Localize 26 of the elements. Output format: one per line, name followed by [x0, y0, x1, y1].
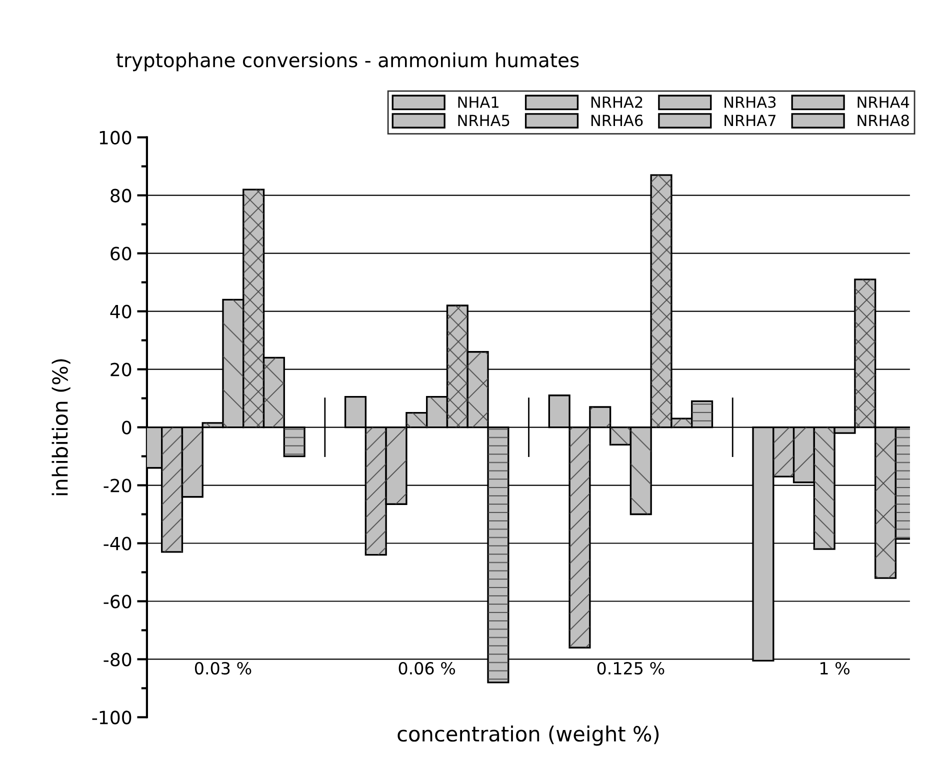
- y-tick-label: -20: [104, 478, 132, 492]
- y-tick-label: 0: [122, 420, 132, 434]
- y-tick-label: 40: [110, 304, 132, 318]
- x-axis-title: concentration (weight %): [398, 726, 659, 746]
- x-tick-label: 0.125 %: [597, 662, 664, 675]
- y-axis-title: inhibition (%): [52, 359, 70, 496]
- legend-label: NRHA5: [458, 114, 510, 126]
- legend-label: NRHA7: [724, 114, 776, 126]
- x-tick-label: 0.03 %: [194, 662, 252, 675]
- chart-title: tryptophane conversions - ammonium humates: [116, 52, 579, 72]
- x-tick-label: 1 %: [820, 662, 850, 675]
- y-tick-label: -100: [92, 710, 132, 724]
- x-tick-label: 0.06 %: [398, 662, 456, 675]
- y-tick-label: -60: [104, 594, 132, 608]
- y-tick-label: 20: [110, 362, 132, 376]
- y-tick-label: 100: [100, 130, 132, 144]
- y-tick-label: -40: [104, 536, 132, 550]
- y-tick-label: -80: [104, 652, 132, 666]
- legend-label: NRHA8: [858, 114, 909, 126]
- legend-label: NRHA4: [858, 96, 910, 108]
- y-tick-label: 60: [110, 246, 132, 260]
- legend-label: NRHA3: [724, 96, 776, 108]
- legend-label: NRHA6: [591, 114, 643, 126]
- y-tick-label: 80: [110, 188, 132, 202]
- legend-label: NRHA2: [591, 96, 642, 108]
- legend-label: NHA1: [458, 96, 498, 108]
